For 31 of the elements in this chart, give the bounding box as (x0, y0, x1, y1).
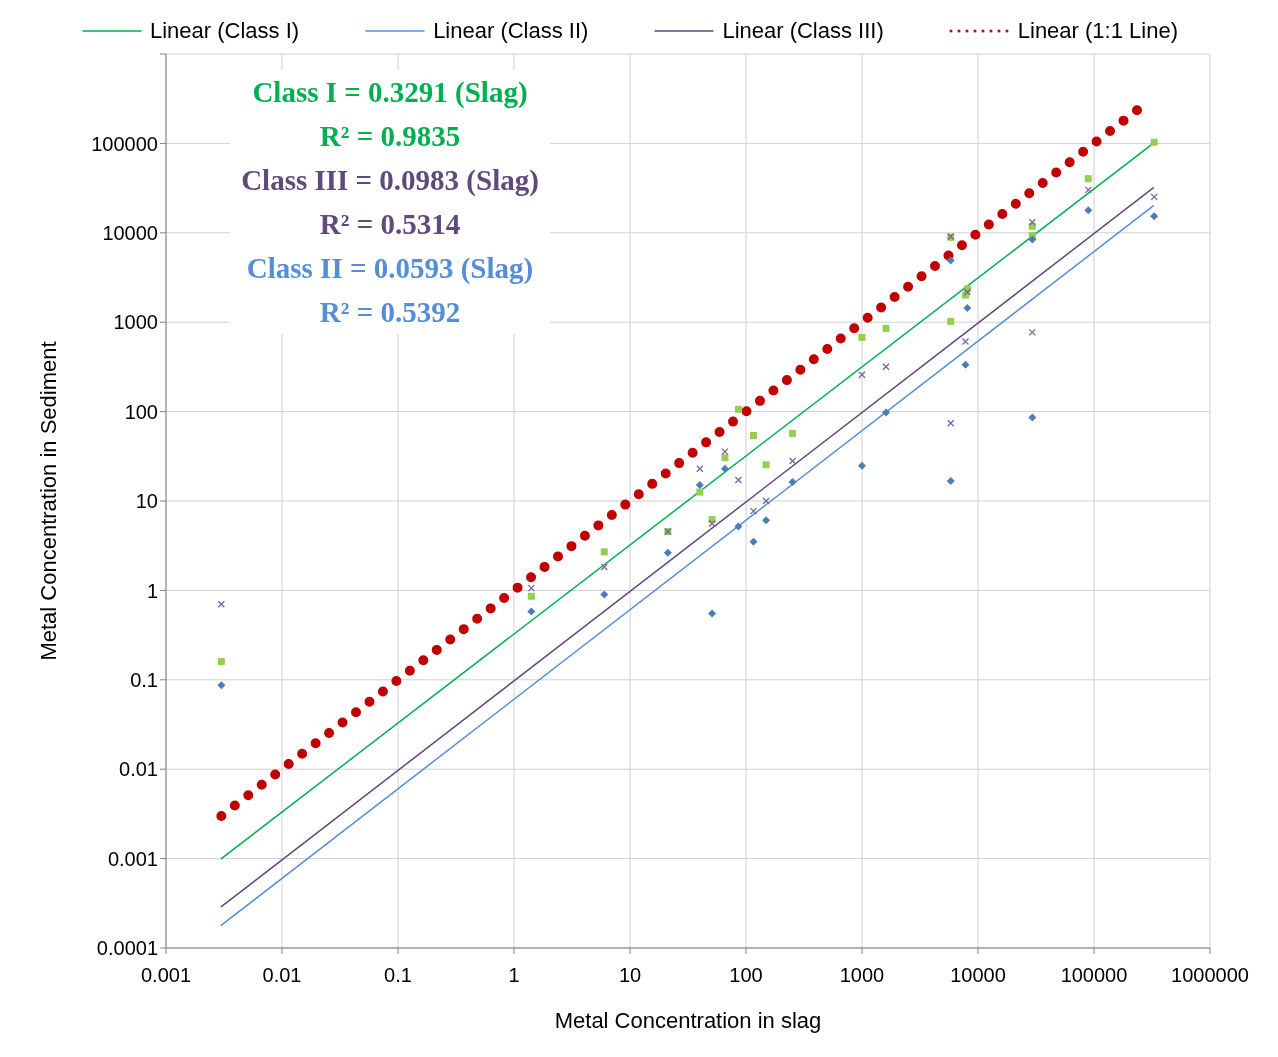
annotation: Class II = 0.0593 (Slag) (245, 251, 535, 286)
y-tick-label: 100000 (91, 132, 158, 155)
y-tick-label: 1 (146, 579, 158, 602)
y-tick-label: 100 (124, 400, 158, 423)
annotation: R² = 0.5314 (318, 207, 462, 242)
x-tick-label: 0.01 (262, 964, 302, 987)
x-tick-label: 100000 (1060, 964, 1128, 987)
annotation: R² = 0.5392 (318, 295, 462, 330)
y-tick-label: 10000 (102, 221, 158, 244)
y-tick-label: 0.1 (130, 668, 158, 691)
y-tick-label: 1000 (113, 311, 158, 334)
y-axis-title: Metal Concentration in Sediment (35, 341, 61, 661)
x-tick-label: 10000 (950, 964, 1006, 987)
x-tick-label: 1 (508, 964, 520, 987)
legend-label: Linear (Class I) (149, 18, 300, 44)
legend-label: Linear (1:1 Line) (1017, 18, 1178, 44)
y-tick-label: 0.001 (107, 847, 158, 870)
x-tick-label: 1000 (839, 964, 885, 987)
legend-label: Linear (Class III) (722, 18, 884, 44)
x-tick-label: 10 (618, 964, 642, 987)
y-tick-label: 0.01 (119, 758, 158, 781)
legend-label: Linear (Class II) (433, 18, 589, 44)
annotation: Class III = 0.0983 (Slag) (240, 163, 540, 198)
y-tick-label: 10 (135, 490, 158, 513)
x-tick-label: 0.1 (384, 964, 412, 987)
x-tick-label: 100 (729, 964, 763, 987)
annotation: R² = 0.9835 (318, 119, 462, 154)
y-tick-label: 0.0001 (96, 937, 158, 960)
x-axis-title: Metal Concentration in slag (554, 1008, 822, 1033)
annotation: Class I = 0.3291 (Slag) (251, 75, 529, 110)
x-tick-label: 1000000 (1171, 964, 1249, 987)
